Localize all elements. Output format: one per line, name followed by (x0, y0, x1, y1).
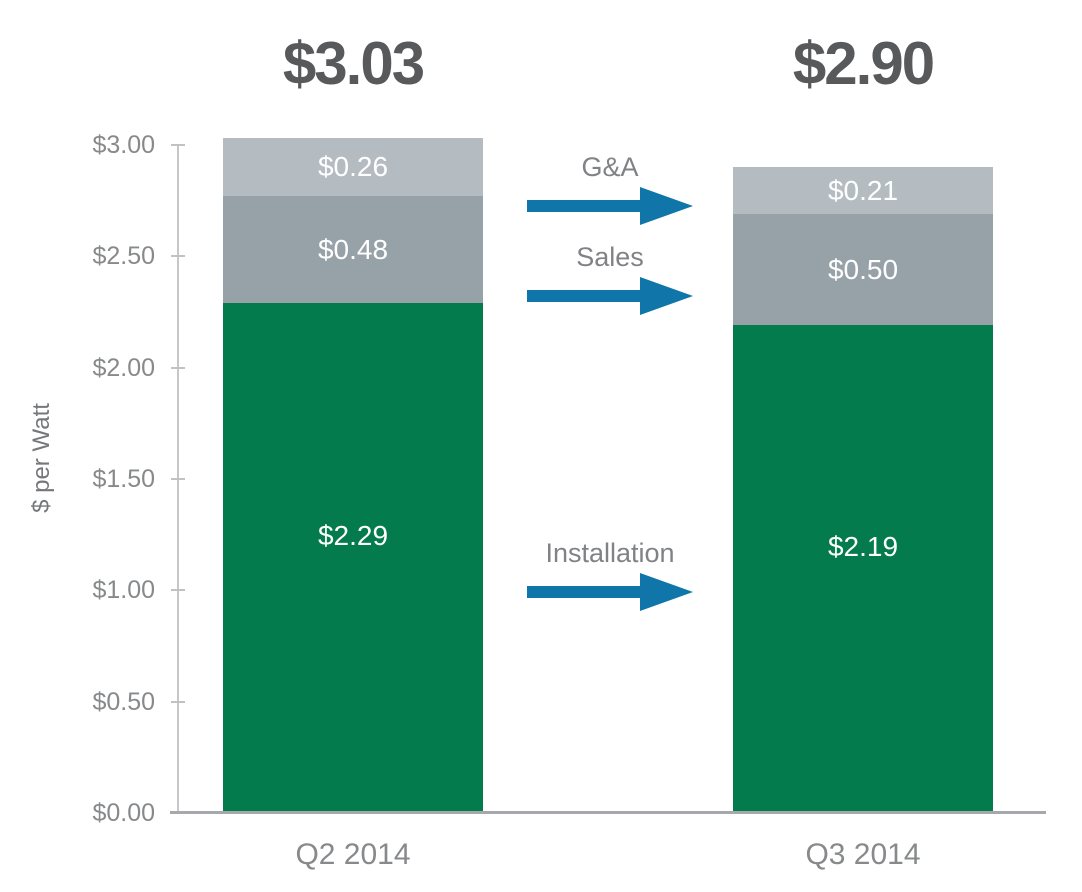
right-arrow-icon (527, 573, 693, 611)
bar-segment-value: $0.26 (317, 151, 389, 183)
annotation-installation: Installation (527, 536, 693, 612)
y-axis-tick (171, 589, 185, 592)
right-arrow-icon (527, 187, 693, 225)
x-axis-line (170, 811, 1046, 814)
y-axis-title: $ per Watt (28, 403, 55, 513)
bar-segment-value: $0.48 (317, 233, 389, 265)
total-label-q2: $3.03 (282, 30, 425, 97)
bar-segment-installation-q3-2014: $2.19 (733, 325, 993, 813)
annotation-sales-label: Sales (576, 242, 644, 272)
right-arrow-icon (527, 277, 693, 315)
y-tick-label: $2.50 (92, 242, 155, 271)
total-label-q3: $2.90 (792, 30, 935, 97)
bar-segment-sales-q2-2014: $0.48 (223, 196, 483, 304)
annotation-ga: G&A (527, 150, 693, 226)
y-tick-label: $1.00 (92, 576, 155, 605)
annotation-installation-label: Installation (545, 538, 675, 568)
bar-segment-value: $2.29 (317, 520, 389, 552)
bar-segment-value: $0.50 (827, 253, 899, 285)
y-tick-label: $0.00 (92, 799, 155, 827)
bar-segment-sales-q3-2014: $0.50 (733, 214, 993, 326)
bar-segment-ga-q3-2014: $0.21 (733, 167, 993, 214)
x-axis-label-q2: Q2 2014 (295, 838, 411, 871)
x-axis-label-q3: Q3 2014 (805, 838, 921, 871)
y-tick-label: $3.00 (92, 130, 155, 159)
y-axis-tick (171, 700, 185, 703)
bar-segment-installation-q2-2014: $2.29 (223, 303, 483, 813)
y-axis-tick (171, 477, 185, 480)
y-axis-tick (171, 255, 185, 258)
bar-segment-ga-q2-2014: $0.26 (223, 138, 483, 197)
bar-segment-value: $2.19 (827, 531, 899, 563)
y-tick-label: $1.50 (92, 464, 155, 493)
y-axis-tick (171, 143, 185, 146)
bar-segment-value: $0.21 (827, 174, 899, 206)
annotation-sales: Sales (527, 240, 693, 316)
y-tick-label: $2.00 (92, 353, 155, 382)
y-tick-label: $0.50 (92, 687, 155, 716)
annotation-ga-label: G&A (581, 152, 639, 182)
y-axis-tick (171, 366, 185, 369)
